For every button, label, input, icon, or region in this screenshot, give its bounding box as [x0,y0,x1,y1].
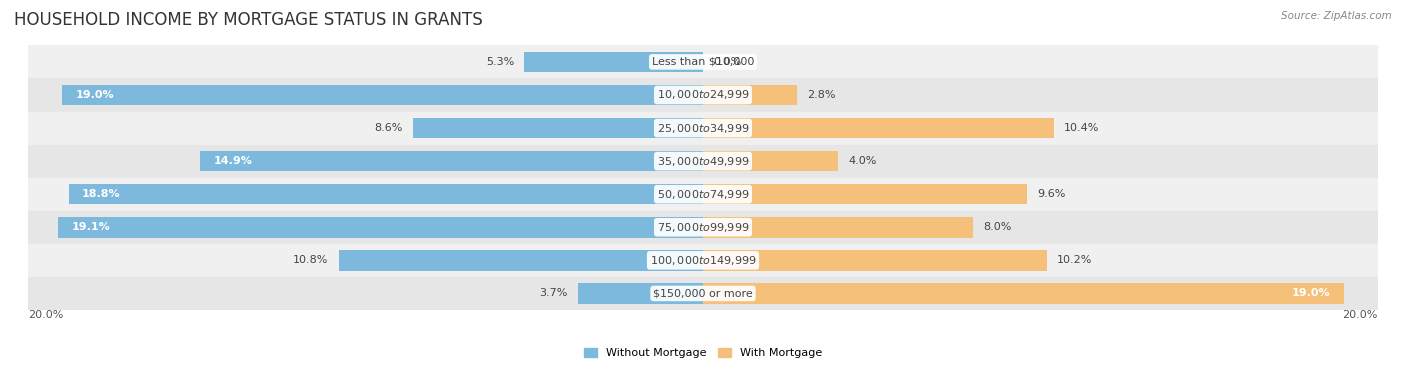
Text: 0.0%: 0.0% [713,57,741,67]
Text: 2.8%: 2.8% [807,90,837,100]
Text: 14.9%: 14.9% [214,156,253,166]
Text: 3.7%: 3.7% [540,288,568,298]
Bar [413,118,703,138]
Bar [28,45,1378,79]
Legend: Without Mortgage, With Mortgage: Without Mortgage, With Mortgage [579,343,827,363]
Bar [59,217,703,237]
Bar [69,184,703,204]
Bar [524,52,703,72]
Bar [200,151,703,171]
Text: $75,000 to $99,999: $75,000 to $99,999 [657,221,749,234]
Bar [578,283,703,304]
Bar [62,85,703,105]
Text: 8.6%: 8.6% [374,123,402,133]
Bar [703,217,973,237]
Text: $10,000 to $24,999: $10,000 to $24,999 [657,88,749,101]
Text: 20.0%: 20.0% [28,310,63,320]
Text: $35,000 to $49,999: $35,000 to $49,999 [657,155,749,167]
Bar [703,85,797,105]
Bar [28,211,1378,244]
Bar [28,145,1378,178]
Bar [28,79,1378,112]
Text: 19.1%: 19.1% [72,222,111,232]
Text: 8.0%: 8.0% [983,222,1011,232]
Bar [703,151,838,171]
Text: 10.4%: 10.4% [1064,123,1099,133]
Text: 19.0%: 19.0% [1292,288,1330,298]
Bar [28,112,1378,145]
Bar [703,118,1054,138]
Text: HOUSEHOLD INCOME BY MORTGAGE STATUS IN GRANTS: HOUSEHOLD INCOME BY MORTGAGE STATUS IN G… [14,11,482,29]
Text: 20.0%: 20.0% [1343,310,1378,320]
Bar [703,250,1047,271]
Bar [28,277,1378,310]
Text: 19.0%: 19.0% [76,90,114,100]
Text: 9.6%: 9.6% [1038,189,1066,199]
Text: Source: ZipAtlas.com: Source: ZipAtlas.com [1281,11,1392,21]
Text: 10.8%: 10.8% [292,256,329,265]
Text: Less than $10,000: Less than $10,000 [652,57,754,67]
Text: 18.8%: 18.8% [82,189,121,199]
Text: 10.2%: 10.2% [1057,256,1092,265]
Bar [339,250,703,271]
Bar [28,178,1378,211]
Bar [28,244,1378,277]
Text: $50,000 to $74,999: $50,000 to $74,999 [657,188,749,201]
Bar [703,184,1026,204]
Bar [703,283,1344,304]
Text: $25,000 to $34,999: $25,000 to $34,999 [657,122,749,135]
Text: $150,000 or more: $150,000 or more [654,288,752,298]
Text: 5.3%: 5.3% [486,57,515,67]
Text: 4.0%: 4.0% [848,156,876,166]
Text: $100,000 to $149,999: $100,000 to $149,999 [650,254,756,267]
